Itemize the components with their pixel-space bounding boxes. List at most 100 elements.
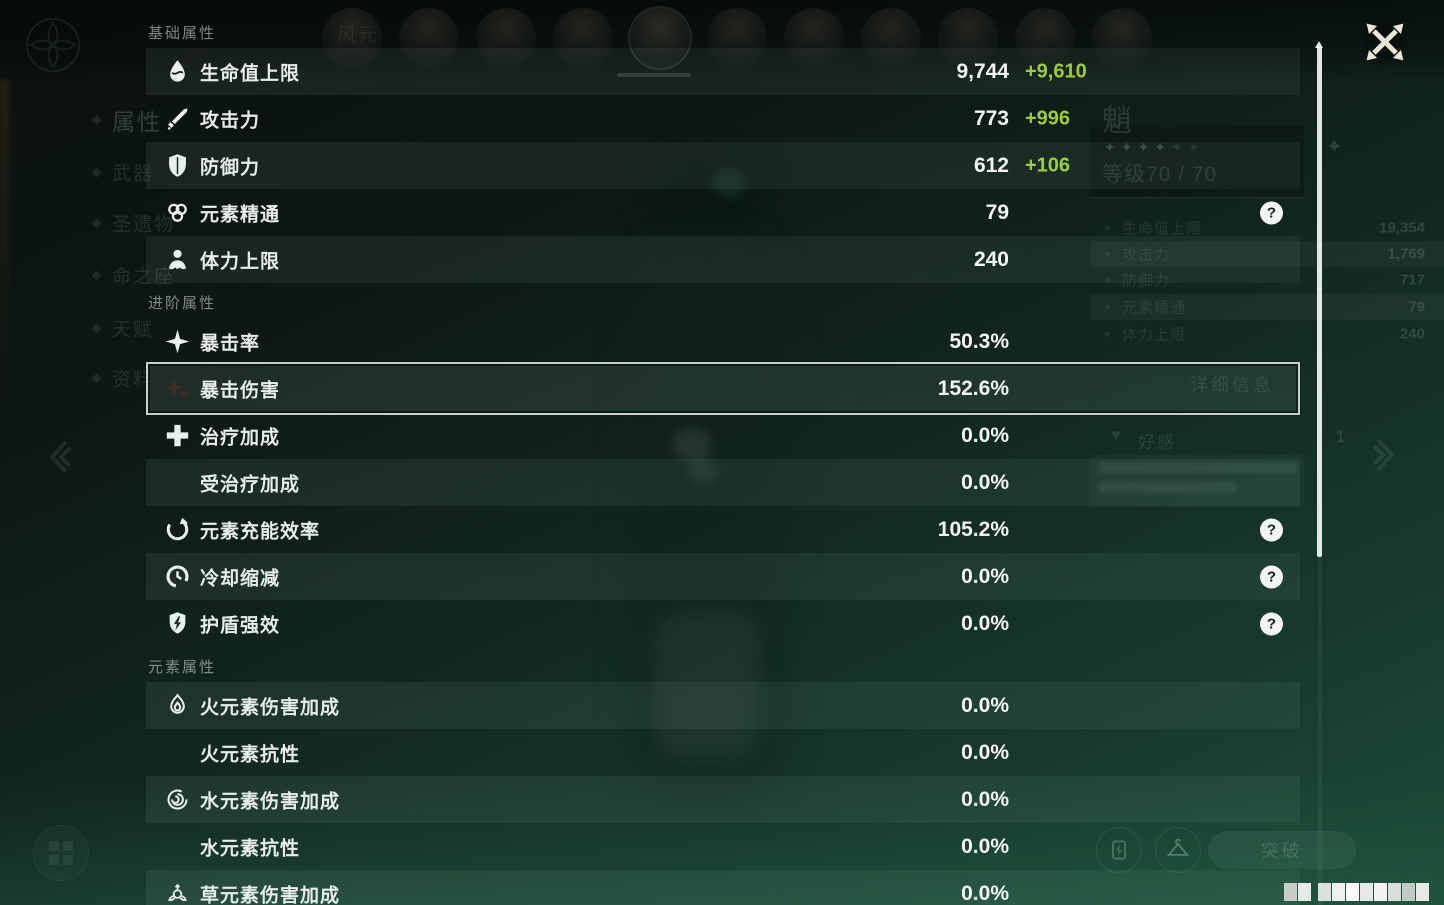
character-avatar — [707, 8, 767, 68]
stat-row-max-stamina[interactable]: 体力上限 240 — [146, 236, 1300, 283]
stat-label: 元素精通 — [1122, 299, 1187, 317]
stat-row-energy-recharge[interactable]: 元素充能效率 105.2%? — [146, 506, 1300, 553]
friendship-heart-icon: ♥ — [1111, 427, 1121, 444]
stat-value: 717 — [1399, 271, 1425, 289]
top-shade — [0, 0, 1444, 82]
character-level-label: 等级70 / 70 — [1102, 158, 1217, 188]
stat-row-crit-dmg[interactable]: 暴击伤害 152.6% — [146, 362, 1300, 415]
stat-value: 773 — [973, 106, 1009, 130]
stat-value: 612 — [973, 153, 1009, 177]
help-icon[interactable]: ? — [1260, 201, 1283, 224]
censored-block — [1312, 883, 1317, 901]
stamina-icon — [164, 246, 191, 273]
stat-value: 19,354 — [1379, 219, 1425, 237]
stat-row-crit-rate[interactable]: 暴击率 50.3% — [146, 318, 1300, 365]
background-stat-row: ◆ 攻击力 1,769 — [1090, 241, 1444, 267]
rarity-star-icon: ✦ — [1188, 139, 1205, 155]
stat-label: 火元素抗性 — [200, 744, 301, 765]
censored-block — [1374, 883, 1387, 901]
ascend-button-label: 突破 — [1261, 841, 1303, 861]
stat-label: 火元素伤害加成 — [200, 697, 341, 718]
stat-value: 0.0% — [961, 787, 1009, 811]
background-stat-row: ◆ 生命值上限 19,354 — [1090, 215, 1444, 241]
stat-label: 攻击力 — [200, 110, 261, 131]
stat-value: 240 — [1399, 325, 1425, 343]
stat-mini-icon: ◆ — [1104, 275, 1111, 286]
stat-mini-icon: ◆ — [1104, 249, 1111, 260]
stat-value: 240 — [973, 247, 1009, 271]
detail-info-button-label: 详细信息 — [1190, 371, 1274, 397]
stat-row-incoming-healing-bonus[interactable]: 受治疗加成 0.0% — [146, 459, 1300, 506]
help-icon[interactable]: ? — [1260, 612, 1283, 635]
character-avatar — [1015, 8, 1075, 68]
description-box — [1090, 455, 1304, 507]
section-header: 进阶属性 — [148, 295, 217, 312]
next-character-chevron-icon — [1372, 436, 1398, 474]
background-stat-row: ◆ 防御力 717 — [1090, 267, 1444, 293]
energy-recharge-icon — [164, 516, 191, 543]
stat-row-cd-reduction[interactable]: 冷却缩减 0.0%? — [146, 553, 1300, 600]
level-band — [1090, 127, 1304, 197]
stat-label: 暴击率 — [200, 333, 261, 354]
stat-value: 9,744 — [956, 59, 1009, 83]
stat-row-dendro-dmg-bonus[interactable]: 草元素伤害加成 0.0% — [146, 870, 1300, 905]
stat-row-max-hp[interactable]: 生命值上限 9,744 +9,610 — [146, 48, 1300, 95]
censored-block — [1346, 883, 1359, 901]
stat-value: 0.0% — [961, 564, 1009, 588]
character-art-detail — [688, 458, 718, 484]
stat-row-healing-bonus[interactable]: 治疗加成 0.0% — [146, 412, 1300, 459]
pyro-icon — [164, 692, 191, 719]
character-art-detail — [672, 428, 712, 462]
help-icon[interactable]: ? — [1260, 565, 1283, 588]
crit-rate-icon — [164, 328, 191, 355]
sidebar-item-3: 命之座 — [112, 262, 175, 289]
friendship-label: 好感 — [1138, 433, 1176, 452]
rarity-star-icon: ✦ — [1137, 139, 1154, 155]
section-header: 基础属性 — [148, 25, 217, 42]
stat-value: 0.0% — [961, 834, 1009, 858]
stat-label: 生命值上限 — [1122, 220, 1203, 238]
stat-row-pyro-dmg-bonus[interactable]: 火元素伤害加成 0.0% — [146, 682, 1300, 729]
rarity-star-icon: ✦ — [1154, 139, 1171, 155]
stat-row-def[interactable]: 防御力 612 +106 — [146, 142, 1300, 189]
censored-block — [1284, 883, 1297, 901]
stat-value: 0.0% — [961, 693, 1009, 717]
stat-row-hydro-res[interactable]: 水元素抗性 0.0% — [146, 823, 1300, 870]
stat-mini-icon: ◆ — [1104, 222, 1111, 233]
grid-icon — [49, 841, 73, 865]
stat-label: 生命值上限 — [200, 63, 301, 84]
censored-block — [1318, 883, 1331, 901]
sidebar-item-1: 武器 — [112, 159, 154, 186]
selected-avatar-underline — [617, 73, 691, 77]
stat-row-elemental-mastery[interactable]: 元素精通 79? — [146, 189, 1300, 236]
sidebar-item-0: 属性 — [112, 103, 162, 137]
friendship-level-value: 1 — [1336, 427, 1346, 446]
help-icon[interactable]: ? — [1260, 518, 1283, 541]
section-header: 元素属性 — [148, 659, 217, 676]
scrollbar-thumb[interactable] — [1315, 41, 1323, 557]
character-name: 魈 — [1102, 105, 1134, 138]
censored-uid — [1284, 883, 1430, 901]
attributes-detail-panel: 基础属性 生命值上限 9,744 +9,610 攻击力 773 +996 防御力 612 +106… — [146, 0, 1300, 905]
stat-row-pyro-res[interactable]: 火元素抗性 0.0% — [146, 729, 1300, 776]
stat-row-atk[interactable]: 攻击力 773 +996 — [146, 95, 1300, 142]
character-avatar — [630, 8, 690, 68]
character-avatar — [399, 8, 459, 68]
character-avatar — [476, 8, 536, 68]
stat-label: 防御力 — [200, 157, 261, 178]
censored-block — [1388, 883, 1401, 901]
divider — [1090, 197, 1304, 198]
close-button[interactable] — [1358, 15, 1412, 69]
party-menu-button — [33, 825, 89, 881]
def-icon — [164, 152, 191, 179]
stat-row-shield-strength[interactable]: 护盾强效 0.0%? — [146, 600, 1300, 647]
stat-value: 0.0% — [961, 881, 1009, 905]
stat-mini-icon: ◆ — [1104, 328, 1111, 339]
rarity-star-icon: ✦ — [1121, 139, 1138, 155]
stat-label: 体力上限 — [200, 251, 281, 272]
hp-icon — [164, 58, 191, 85]
stat-row-hydro-dmg-bonus[interactable]: 水元素伤害加成 0.0% — [146, 776, 1300, 823]
stat-value: 50.3% — [949, 329, 1009, 353]
stat-label: 防御力 — [1122, 270, 1170, 291]
elemental-mastery-icon — [164, 199, 191, 226]
